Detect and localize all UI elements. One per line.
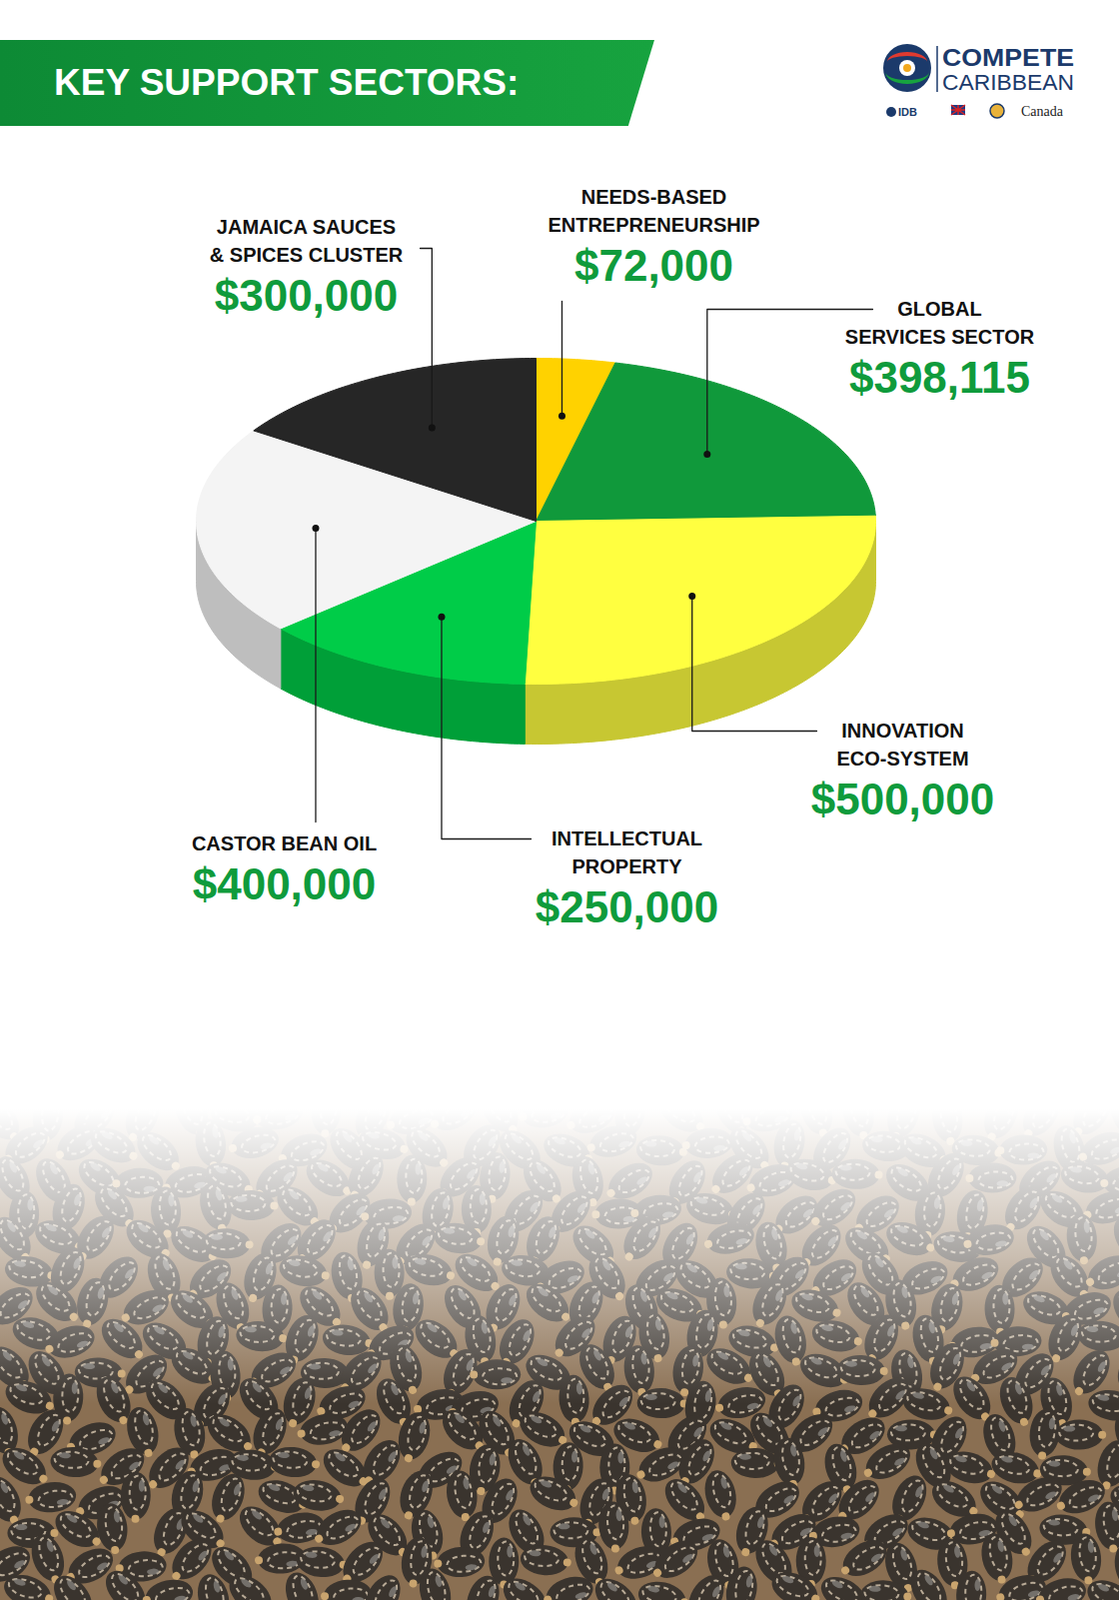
svg-text:$300,000: $300,000 [214,270,399,320]
svg-text:GLOBAL: GLOBAL [897,297,982,320]
svg-text:$398,115: $398,115 [849,352,1031,402]
svg-text:& SPICES CLUSTER: & SPICES CLUSTER [209,243,404,266]
svg-text:INNOVATION: INNOVATION [841,719,965,742]
svg-text:Canada: Canada [1021,103,1065,119]
svg-text:SERVICES SECTOR: SERVICES SECTOR [845,325,1036,348]
svg-text:ENTREPRENEURSHIP: ENTREPRENEURSHIP [547,213,760,236]
svg-text:$72,000: $72,000 [574,240,734,290]
svg-text:NEEDS-BASED: NEEDS-BASED [581,185,728,208]
svg-text:PROPERTY: PROPERTY [571,855,683,878]
svg-text:IDB: IDB [898,105,918,118]
svg-text:ECO-SYSTEM: ECO-SYSTEM [836,747,969,770]
svg-text:JAMAICA SAUCES: JAMAICA SAUCES [216,215,396,238]
svg-text:CARIBBEAN: CARIBBEAN [942,69,1075,95]
svg-text:$400,000: $400,000 [192,859,377,909]
svg-text:COMPETE: COMPETE [942,43,1075,71]
svg-text:INTELLECTUAL: INTELLECTUAL [551,827,703,850]
svg-text:CASTOR BEAN OIL: CASTOR BEAN OIL [191,832,377,855]
html-text:KEY SUPPORT SECTORS:: KEY SUPPORT SECTORS: [53,61,519,103]
svg-text:$250,000: $250,000 [535,882,720,932]
svg-text:$500,000: $500,000 [811,774,996,824]
